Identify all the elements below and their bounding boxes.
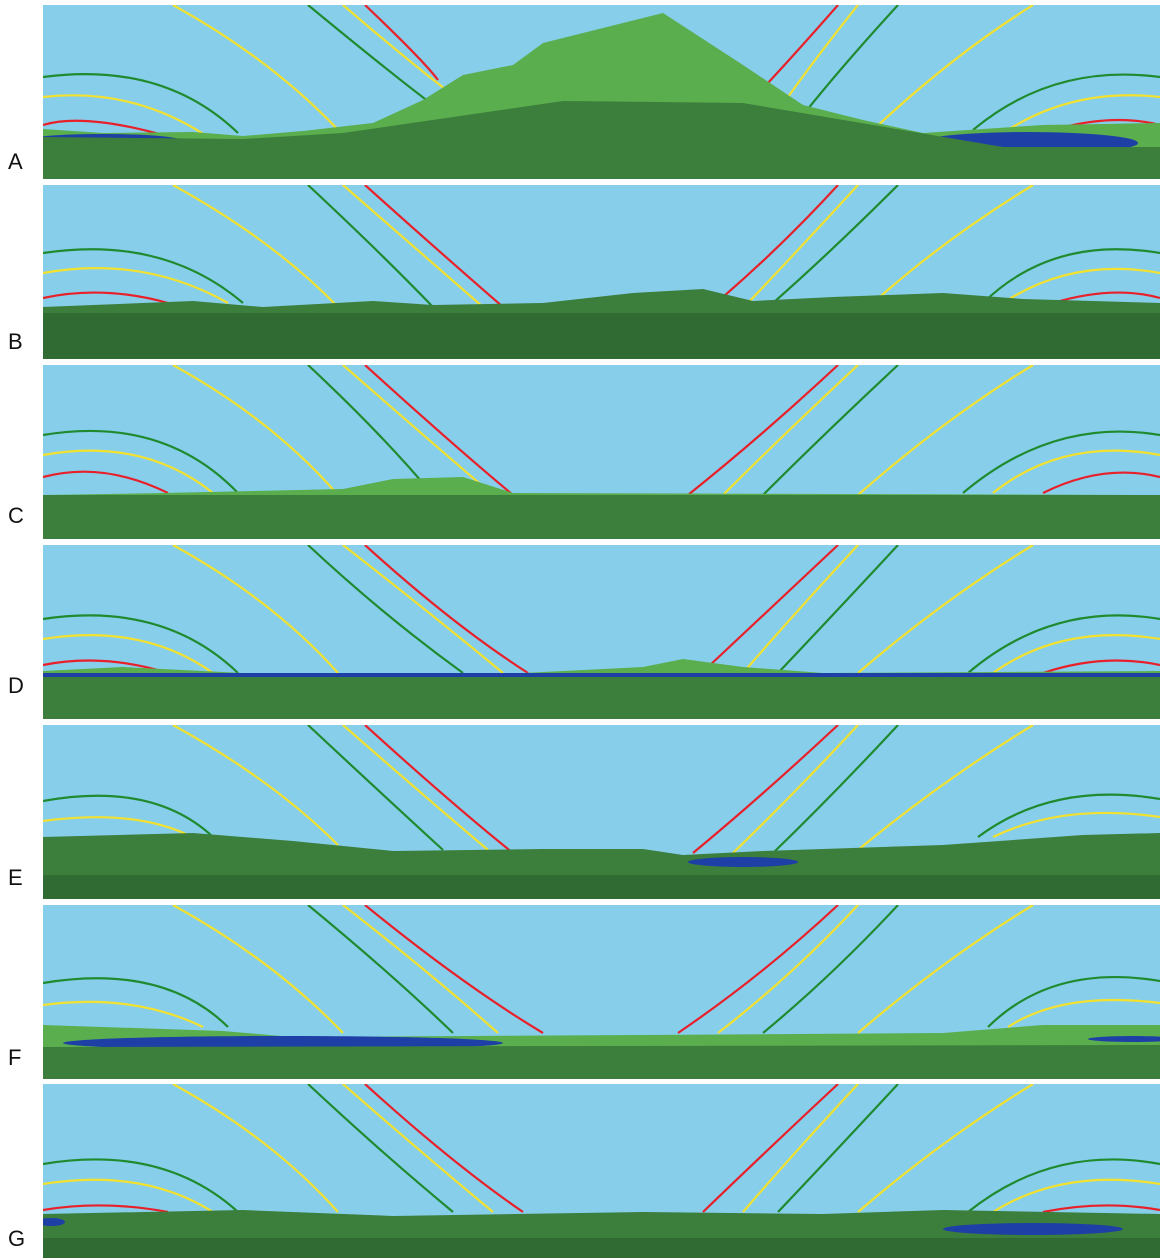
panorama-b-graphic [43,185,1160,359]
lake-right [943,1223,1123,1235]
panel-label-g: G [8,1226,26,1251]
panorama-panel-f [43,905,1160,1079]
panel-label-b: B [8,329,23,354]
panorama-panel-a [43,5,1160,179]
sun-path-curves [43,185,1160,308]
panel-row-g: G [0,1084,1160,1258]
ground [43,1045,1160,1079]
panorama-c-graphic [43,365,1160,539]
lake-horizon [43,673,1160,679]
panel-row-f: F [0,905,1160,1079]
ground-foreground [43,875,1160,899]
panorama-panel-g [43,1084,1160,1258]
panel-row-e: E [0,725,1160,899]
panel-row-a: A [0,5,1160,179]
panorama-a-graphic [43,5,1160,179]
panorama-d-graphic [43,545,1160,719]
panel-label-e: E [8,865,23,890]
panel-label-a: A [8,149,23,174]
panorama-panel-e [43,725,1160,899]
ground [43,677,1160,719]
sun-path-curves [43,365,1160,496]
ground-foreground [43,313,1160,359]
panel-row-b: B [0,185,1160,359]
panel-label-d: D [8,673,24,698]
sun-path-curves [43,905,1160,1034]
lake-left [43,1218,65,1226]
panorama-g-graphic [43,1084,1160,1258]
ground [43,495,1160,539]
panorama-panel-d [43,545,1160,719]
lake [688,857,798,867]
panorama-e-graphic [43,725,1160,899]
panel-row-d: D [0,545,1160,719]
panel-label-c: C [8,503,24,528]
panorama-panel-b [43,185,1160,359]
sun-path-curves [43,5,1160,138]
sun-path-curves [43,1084,1160,1214]
sun-path-curves [43,725,1160,854]
panel-row-c: C [0,365,1160,539]
lake-right [1088,1036,1160,1042]
panel-label-f: F [8,1045,22,1070]
panorama-f-graphic [43,905,1160,1079]
ground [43,101,1160,179]
ground-foreground [43,1238,1160,1258]
panorama-panel-c [43,365,1160,539]
